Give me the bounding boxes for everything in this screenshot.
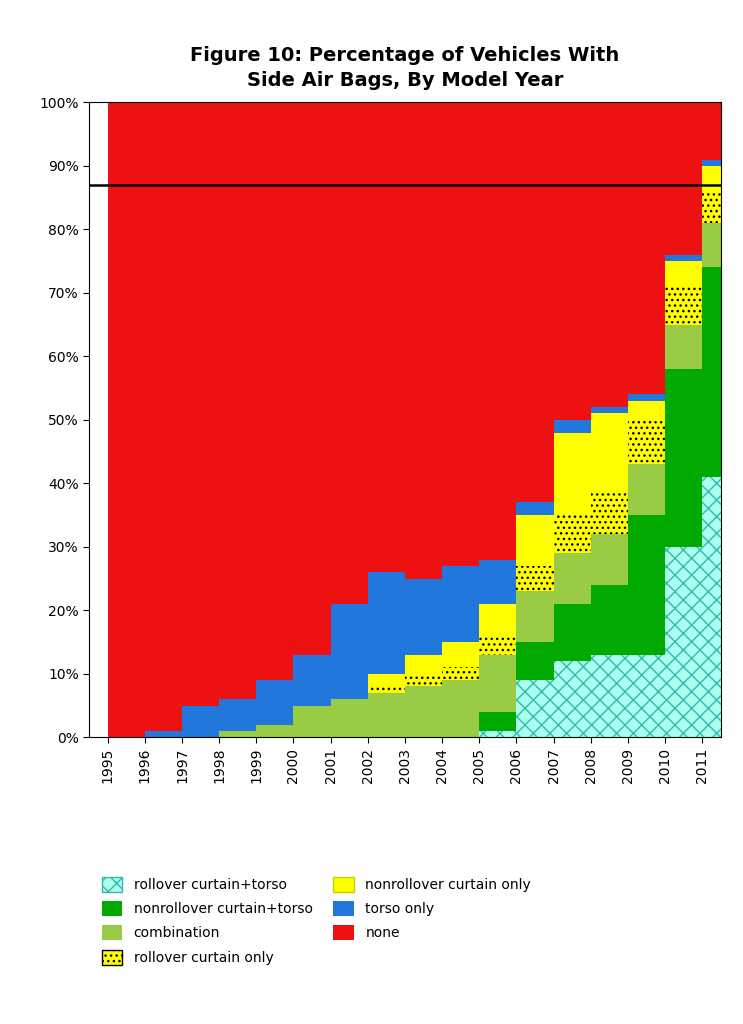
- Legend: rollover curtain+torso, nonrollover curtain+torso, combination, rollover curtain: rollover curtain+torso, nonrollover curt…: [96, 871, 536, 971]
- Title: Figure 10: Percentage of Vehicles With
Side Air Bags, By Model Year: Figure 10: Percentage of Vehicles With S…: [190, 46, 620, 90]
